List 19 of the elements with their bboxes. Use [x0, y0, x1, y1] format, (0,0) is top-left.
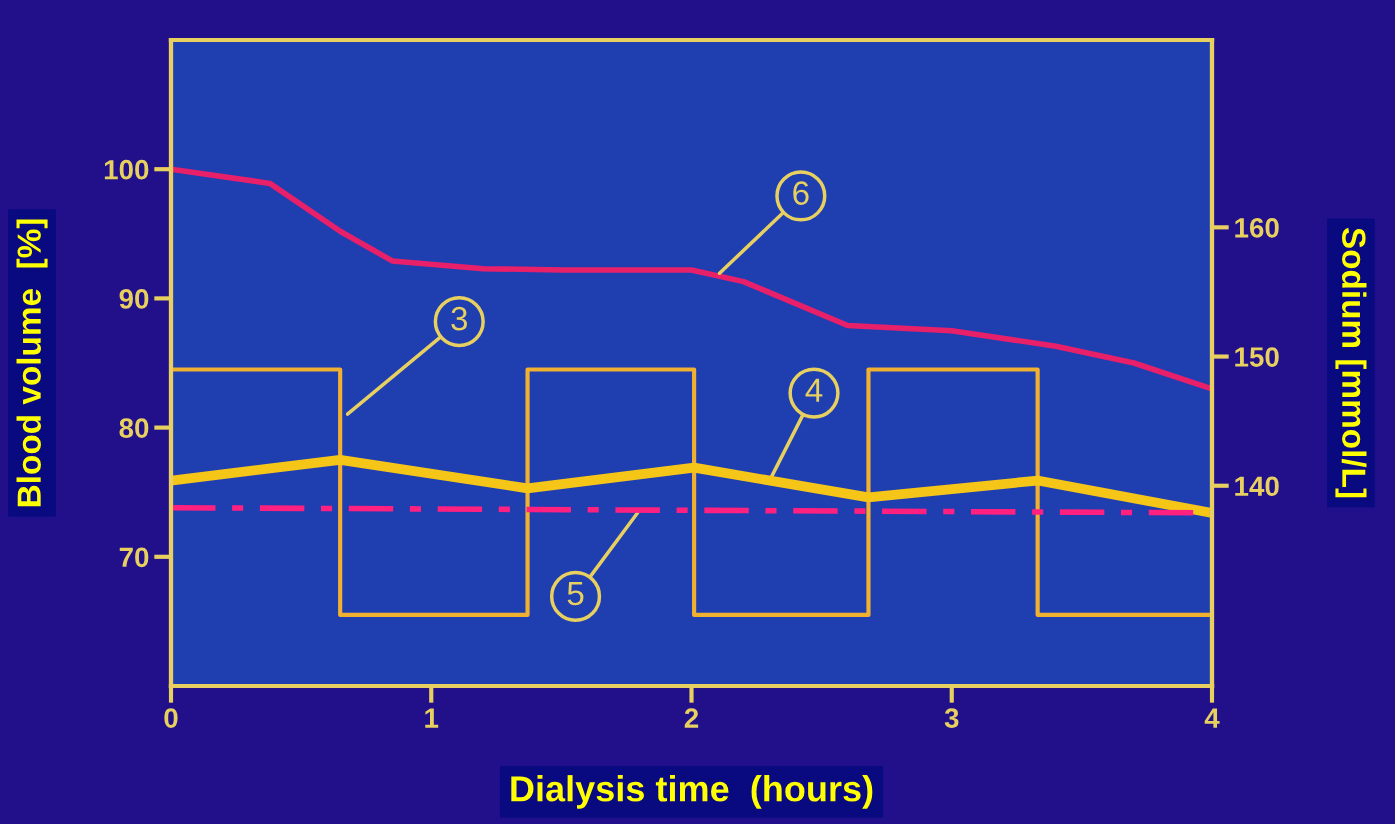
y-tick-label: 100	[104, 159, 149, 180]
annotation: 5	[567, 582, 584, 606]
y-tick-label: 70	[119, 547, 149, 568]
y-tick-label: 90	[119, 289, 149, 309]
x-tick-label: 1	[425, 708, 439, 728]
annotation: 6	[793, 181, 809, 205]
annotation: 3	[451, 306, 468, 331]
y2-tick-label: 140	[1235, 476, 1279, 497]
y2-tick-label: 160	[1235, 218, 1279, 238]
x-tick-label: 3	[944, 708, 959, 728]
annotation: 4	[805, 378, 823, 402]
x-axis-title: Dialysis time (hours)	[511, 775, 873, 809]
y2-tick-label: 150	[1235, 347, 1279, 367]
y2-axis-title: Sodium [mmol/L]	[1335, 227, 1367, 498]
x-tick-label: 4	[1204, 708, 1220, 728]
x-tick-label: 2	[684, 708, 699, 728]
y-tick-label: 80	[119, 418, 149, 438]
y-axis-title: Blood volume [%]	[16, 219, 48, 507]
x-tick-label: 0	[164, 708, 178, 728]
